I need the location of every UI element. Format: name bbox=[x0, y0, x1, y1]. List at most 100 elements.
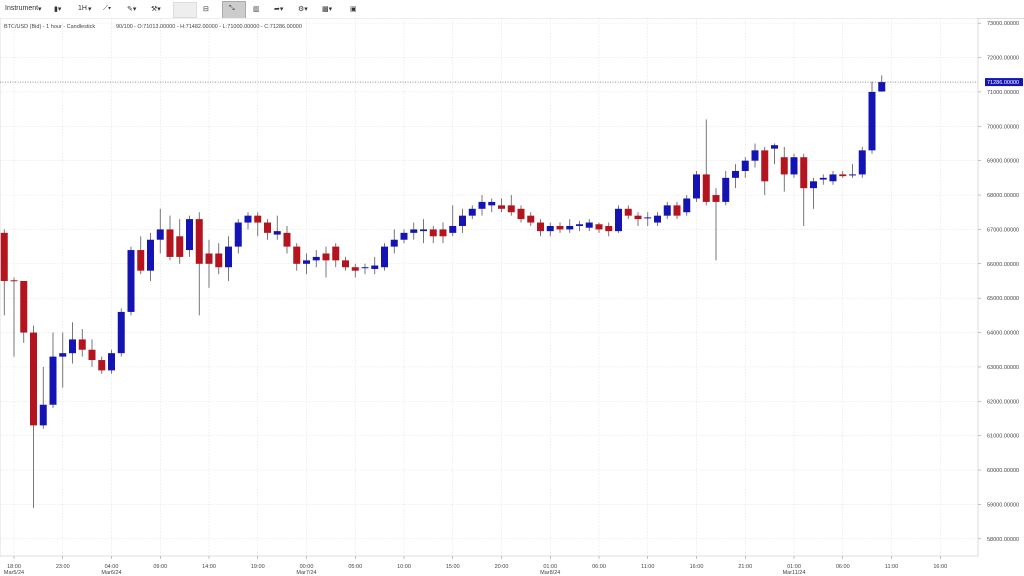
chart-type-icon[interactable]: ▮▾ bbox=[54, 6, 62, 13]
x-tick-label: 04:00 bbox=[105, 564, 119, 570]
candle-body bbox=[527, 215, 535, 223]
dropdown-arrow: ▾ bbox=[88, 6, 92, 13]
candle-body bbox=[205, 253, 213, 264]
x-tick-label: 06:00 bbox=[592, 564, 606, 570]
tools-icon[interactable]: ⚒▾ bbox=[151, 6, 161, 13]
candle-body bbox=[751, 150, 759, 161]
settings-icon[interactable]: ⚙▾ bbox=[298, 6, 308, 13]
candle-body bbox=[410, 229, 418, 233]
x-tick-label: 16:00 bbox=[933, 564, 947, 570]
dropdown-arrow: ▾ bbox=[38, 6, 42, 13]
timeframe-menu[interactable]: 1H bbox=[78, 5, 87, 12]
candle-body bbox=[176, 236, 184, 257]
x-tick-label: 06:00 bbox=[836, 564, 850, 570]
x-tick-label: 14:00 bbox=[202, 564, 216, 570]
candle-body bbox=[371, 265, 379, 269]
bars-icon[interactable]: ▥ bbox=[253, 6, 260, 13]
candle-body bbox=[342, 260, 349, 268]
x-date-label: Mar6/24 bbox=[101, 570, 121, 576]
y-tick-label: 72000.00000 bbox=[987, 56, 1019, 62]
candle-body bbox=[478, 201, 486, 209]
candle-body bbox=[673, 205, 681, 216]
toolbar: Instrument ▾ ▮▾ 1H ▾ ⟋▾ ✎▾ ⚒▾ ⊟ ⤡ ▥ ➦▾ ⚙… bbox=[0, 0, 1024, 19]
candle-body bbox=[147, 239, 154, 271]
candle-body bbox=[858, 150, 866, 175]
y-tick-label: 63000.00000 bbox=[987, 365, 1019, 371]
candle-body bbox=[810, 181, 817, 189]
candle-body bbox=[264, 222, 271, 233]
candle-body bbox=[829, 174, 837, 182]
language-icon[interactable]: ▩▾ bbox=[322, 6, 333, 13]
candle-body bbox=[10, 280, 18, 282]
candle-body bbox=[459, 215, 466, 226]
candle-body bbox=[624, 208, 632, 216]
candle-body bbox=[654, 215, 661, 223]
plot-area bbox=[0, 18, 979, 557]
layout-icon[interactable]: ⊟ bbox=[203, 6, 209, 13]
candle-body bbox=[186, 219, 193, 251]
candle-body bbox=[69, 339, 76, 354]
y-tick-label: 70000.00000 bbox=[987, 124, 1019, 130]
instrument-menu[interactable]: Instrument bbox=[5, 5, 39, 12]
candle-body bbox=[30, 332, 37, 426]
x-date-label: Mar7/24 bbox=[296, 570, 316, 576]
y-tick-label: 73000.00000 bbox=[987, 21, 1019, 27]
candle-body bbox=[244, 215, 252, 223]
candle-body bbox=[468, 208, 476, 216]
window-icon[interactable]: ▣ bbox=[350, 6, 357, 13]
candle-body bbox=[322, 253, 330, 261]
candle-body bbox=[215, 253, 223, 268]
y-tick-label: 71000.00000 bbox=[987, 90, 1019, 96]
x-tick-label: 10:00 bbox=[397, 564, 411, 570]
candle-body bbox=[225, 246, 232, 268]
candle-body bbox=[381, 246, 388, 268]
candle-body bbox=[546, 225, 554, 232]
x-date-label: Mar5/24 bbox=[4, 570, 24, 576]
candle-body bbox=[702, 174, 710, 202]
candle-body bbox=[663, 205, 671, 216]
candle-body bbox=[595, 224, 603, 230]
y-tick-label: 60000.00000 bbox=[987, 468, 1019, 474]
candle-body bbox=[127, 250, 135, 312]
candle-body bbox=[234, 222, 242, 247]
candle-body bbox=[849, 174, 856, 176]
candle-body bbox=[166, 229, 174, 257]
candle-body bbox=[780, 157, 788, 175]
x-tick-label: 20:00 bbox=[495, 564, 509, 570]
last-price-box bbox=[985, 78, 1023, 87]
x-tick-label: 05:00 bbox=[348, 564, 362, 570]
candle-body bbox=[507, 205, 515, 213]
candle-body bbox=[693, 174, 700, 199]
disabled-button[interactable] bbox=[173, 2, 197, 18]
candle-body bbox=[390, 239, 398, 247]
draw-icon[interactable]: ✎▾ bbox=[127, 6, 137, 13]
candle-body bbox=[517, 208, 525, 220]
candle-body bbox=[98, 360, 106, 371]
y-tick-label: 65000.00000 bbox=[987, 296, 1019, 302]
x-date-label: Mar8/24 bbox=[540, 570, 560, 576]
candle-body bbox=[351, 267, 359, 271]
x-tick-label: 11:00 bbox=[885, 564, 898, 570]
y-tick-label: 66000.00000 bbox=[987, 262, 1019, 268]
candle-body bbox=[819, 177, 827, 180]
indicator-icon[interactable]: ⟋▾ bbox=[103, 5, 112, 12]
candle-body bbox=[644, 217, 652, 219]
candle-body bbox=[439, 229, 447, 237]
ohlc-readout: - O:71013.00000 - H:71482.00000 - L:7100… bbox=[134, 24, 302, 30]
share-icon[interactable]: ➦▾ bbox=[274, 6, 284, 13]
candle-body bbox=[556, 225, 564, 230]
candle-body bbox=[605, 225, 613, 232]
bar-count: 90/100 bbox=[116, 24, 133, 30]
candle-body bbox=[683, 198, 691, 213]
candle-body bbox=[293, 246, 301, 264]
last-price-label: 71286.00000 bbox=[987, 80, 1019, 86]
fit-icon: ⤡ bbox=[229, 5, 235, 12]
candle-body bbox=[283, 232, 291, 247]
x-tick-label: 01:00 bbox=[543, 564, 557, 570]
candle-body bbox=[156, 229, 164, 240]
x-tick-label: 01:00 bbox=[787, 564, 801, 570]
candle-body bbox=[800, 157, 808, 189]
y-tick-label: 64000.00000 bbox=[987, 331, 1019, 337]
candle-body bbox=[273, 231, 281, 235]
